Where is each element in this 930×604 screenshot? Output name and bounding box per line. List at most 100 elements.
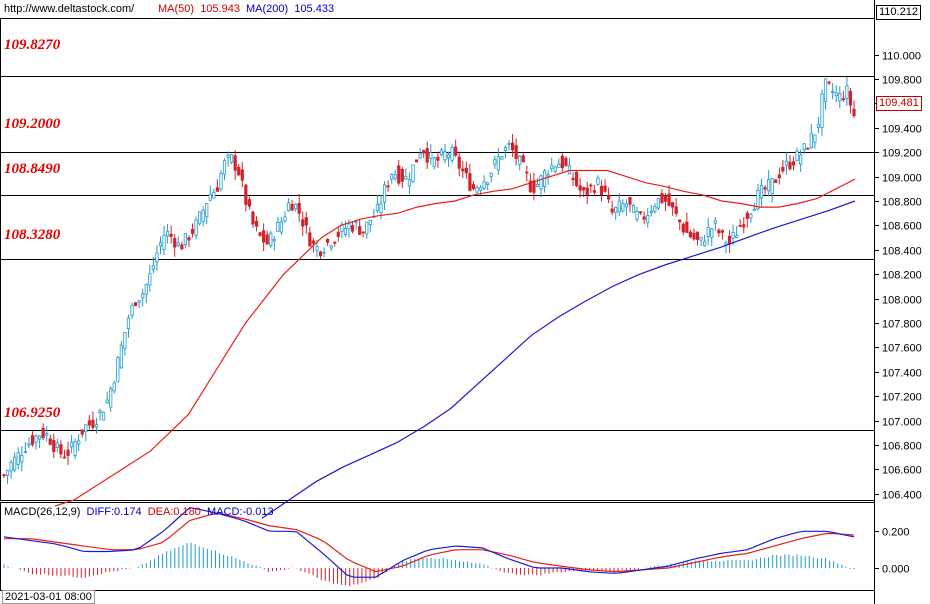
candle-body-100: [358, 226, 362, 235]
candle-body-123: [439, 149, 444, 156]
candle-body-170: [607, 194, 611, 200]
candle-body-172: [614, 206, 618, 214]
candle-body-56: [201, 209, 205, 222]
candle-body-161: [574, 171, 579, 186]
candle-body-217: [774, 179, 778, 183]
candle-body-66: [237, 166, 241, 176]
candle-body-131: [468, 173, 472, 191]
candle-body-45: [162, 234, 166, 250]
candle-body-97: [347, 223, 351, 230]
candle-body-43: [155, 252, 159, 263]
candle-body-10: [37, 435, 42, 440]
candle-body-34: [123, 332, 127, 349]
candle-body-149: [532, 180, 536, 193]
candle-body-197: [703, 241, 707, 247]
url-label[interactable]: http://www.deltastock.com/: [4, 3, 134, 15]
candle-body-121: [432, 157, 436, 167]
candle-body-106: [379, 203, 383, 214]
candle-body-52: [187, 237, 191, 241]
candle-body-65: [233, 155, 237, 171]
candle-body-141: [503, 147, 508, 151]
y-tick-label-7: 108.600: [882, 221, 922, 233]
candle-body-178: [635, 210, 639, 220]
candle-body-18: [66, 449, 70, 456]
candle-body-209: [745, 212, 749, 219]
top-price-tag: 110.212: [876, 5, 921, 20]
candle-body-163: [582, 187, 586, 191]
candle-body-177: [631, 204, 636, 213]
candle-body-91: [326, 238, 330, 243]
y-tick-label-17: 106.600: [882, 465, 922, 477]
y-tick-label-18: 106.400: [882, 490, 922, 502]
macd-diff: DIFF:0.174: [86, 506, 142, 518]
candle-body-169: [603, 185, 607, 192]
macd-dea: DEA:0.180: [147, 506, 201, 518]
candle-body-142: [507, 143, 511, 145]
candle-body-62: [222, 160, 227, 175]
y-tick-label-6: 108.800: [882, 197, 922, 209]
candle-body-51: [183, 232, 187, 245]
candle-body-61: [219, 173, 223, 190]
candle-body-122: [436, 156, 440, 161]
candle-body-154: [550, 164, 554, 170]
macd-legend: MACD(26,12,9) DIFF:0.174 DEA:0.180 MACD:…: [4, 506, 274, 518]
candle-body-8: [30, 435, 35, 445]
candle-body-221: [788, 161, 792, 170]
candle-body-164: [585, 187, 589, 195]
candle-body-79: [283, 216, 287, 222]
candle-body-7: [27, 443, 31, 446]
candle-body-55: [198, 211, 202, 225]
candle-body-187: [667, 193, 671, 206]
candle-body-92: [329, 245, 333, 249]
candle-body-110: [393, 174, 397, 179]
candle-body-226: [806, 147, 810, 150]
candle-body-107: [382, 184, 387, 203]
candle-body-86: [308, 232, 312, 247]
candle-body-216: [770, 178, 774, 194]
candle-body-147: [525, 171, 529, 174]
candle-body-96: [343, 228, 348, 235]
candle-body-129: [461, 168, 465, 172]
candle-body-124: [443, 151, 447, 161]
level-label-4: 108.3280: [4, 227, 61, 243]
candle-body-1: [5, 470, 10, 476]
y-tick-label-16: 106.800: [882, 441, 922, 453]
candle-body-80: [286, 202, 291, 212]
candle-body-113: [404, 176, 408, 180]
candle-body-38: [137, 300, 141, 303]
candle-body-111: [397, 165, 401, 184]
candle-body-36: [130, 304, 134, 316]
candle-body-144: [514, 145, 518, 159]
ma50-line: [54, 169, 856, 507]
candle-body-223: [795, 150, 799, 161]
candle-body-117: [418, 153, 422, 159]
y-tick-label-15: 107.000: [882, 417, 922, 429]
candle-body-24: [87, 420, 91, 426]
candle-body-11: [41, 427, 45, 438]
candle-body-181: [646, 214, 650, 224]
ma50-legend: MA(50) 105.943: [158, 3, 240, 15]
candle-body-47: [169, 233, 173, 237]
level-label-5: 106.9250: [4, 405, 61, 421]
candle-body-230: [820, 93, 824, 128]
level-label-1: 109.8270: [4, 37, 61, 53]
candle-body-233: [831, 91, 835, 93]
candle-body-27: [98, 410, 102, 413]
candle-body-9: [34, 435, 38, 443]
candle-body-89: [318, 251, 323, 257]
candle-body-12: [45, 432, 49, 436]
candle-body-192: [685, 221, 689, 233]
candle-body-220: [784, 160, 789, 166]
candle-body-50: [180, 244, 184, 250]
macd-y-tick-label-0: 0.200: [882, 527, 910, 539]
candle-body-69: [247, 199, 251, 207]
candle-body-33: [119, 344, 123, 369]
url-text[interactable]: http://www.deltastock.com/: [4, 3, 135, 15]
candle-body-119: [425, 148, 429, 163]
candle-body-2: [9, 462, 13, 472]
candle-body-138: [493, 159, 497, 165]
candle-body-239: [852, 108, 856, 117]
candle-body-137: [489, 172, 493, 177]
